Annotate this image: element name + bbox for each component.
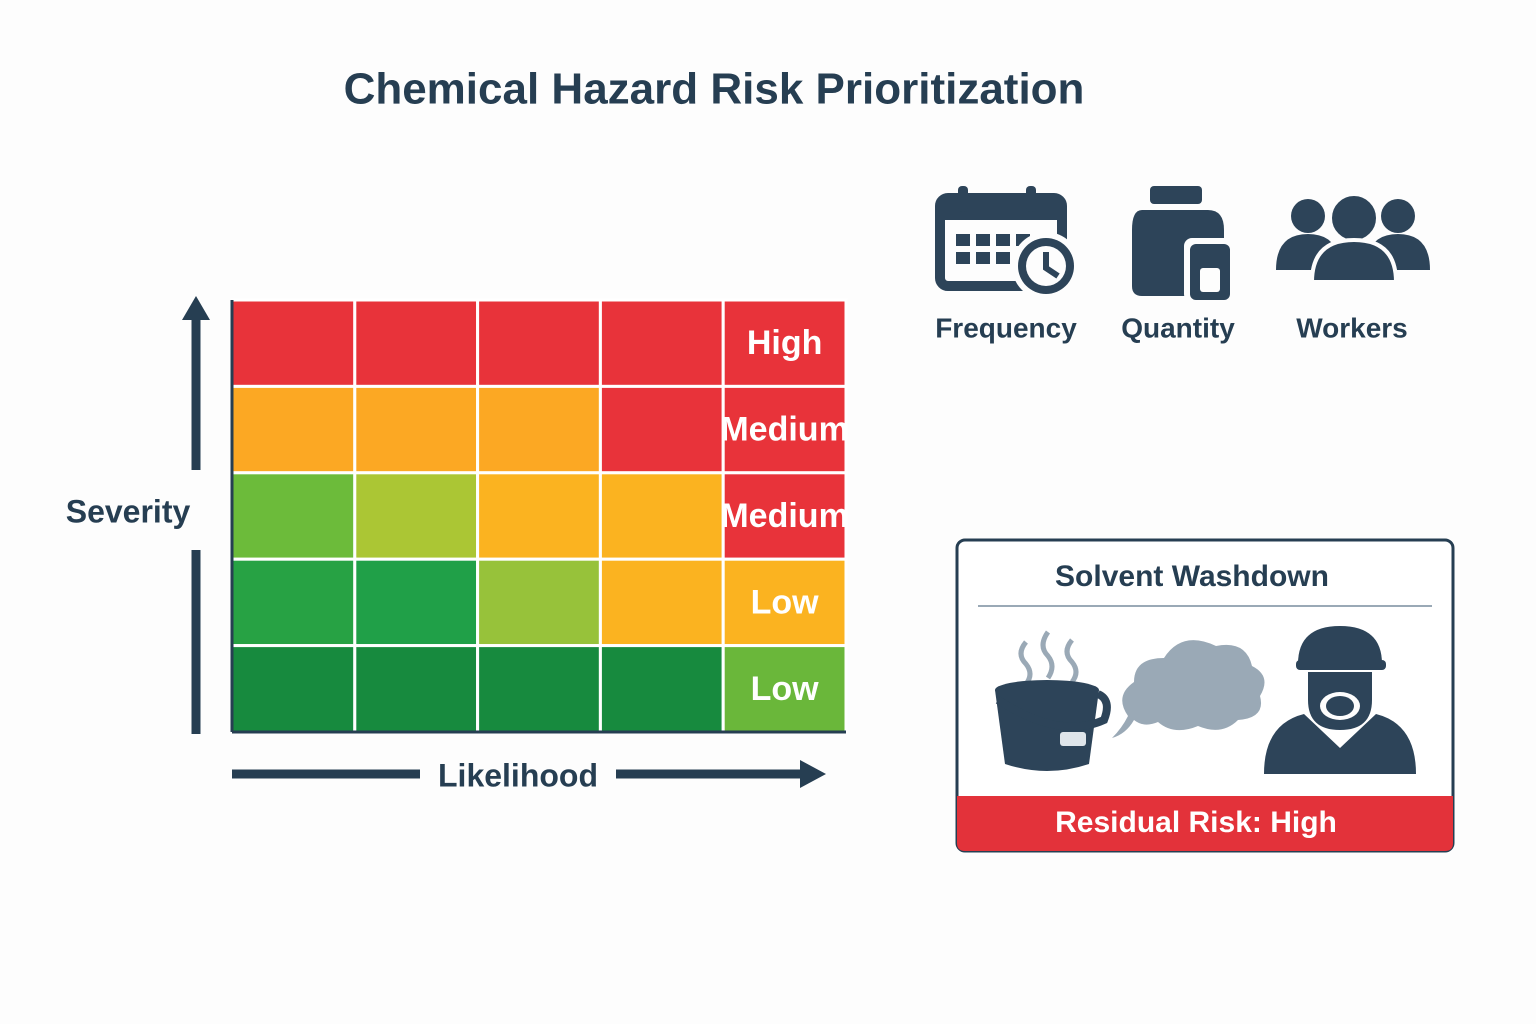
workers-icon [1276,192,1430,284]
matrix-cell [230,471,357,561]
worker-icon [1264,626,1416,774]
factor-label: Quantity [1121,312,1235,343]
container-icon [1132,186,1234,302]
x-axis-label: Likelihood [438,757,598,793]
risk-matrix: High Medium Medium Low Low [230,298,849,734]
matrix-cell [476,644,602,734]
y-arrow-head [182,296,210,320]
row-label: High [747,324,823,362]
matrix-cell [476,298,602,388]
matrix-cell [230,384,357,475]
x-arrow-head [800,760,826,788]
card-footer: Residual Risk: High [1055,806,1337,839]
matrix-cell [721,298,848,388]
matrix-cell [598,298,725,388]
matrix-cell [598,644,725,734]
matrix-cell [353,384,480,475]
row-label: Low [751,670,820,708]
vapor-cloud [1112,640,1265,738]
factor-label: Workers [1296,312,1408,343]
row-label: Medium [720,497,848,535]
matrix-cell [476,471,602,561]
title: Chemical Hazard Risk Prioritization [344,65,1085,114]
bucket-icon [995,630,1111,771]
matrix-cell [598,471,725,561]
matrix-cell [598,557,725,648]
matrix-cell [353,644,480,734]
factor-labels: Frequency Quantity Workers [935,312,1408,343]
matrix-cell [353,298,480,388]
matrix-cell [230,298,357,388]
matrix-cell [476,384,602,475]
card-title: Solvent Washdown [1055,560,1329,593]
matrix-cell [598,384,725,475]
scenario-card: Solvent Washdown Residual Risk: High [955,538,1455,853]
matrix-cell [230,644,357,734]
factor-icons [935,186,1430,302]
axes [182,296,826,788]
matrix-cell [476,557,602,648]
row-label: Low [751,583,820,621]
calendar-icon [935,186,1080,300]
y-axis-label: Severity [66,493,191,529]
matrix-cell [353,471,480,561]
card-footer-band [957,796,1453,851]
matrix-cell [230,557,357,648]
factor-label: Frequency [935,312,1077,343]
row-label: Medium [720,411,848,449]
matrix-cell [353,557,480,648]
